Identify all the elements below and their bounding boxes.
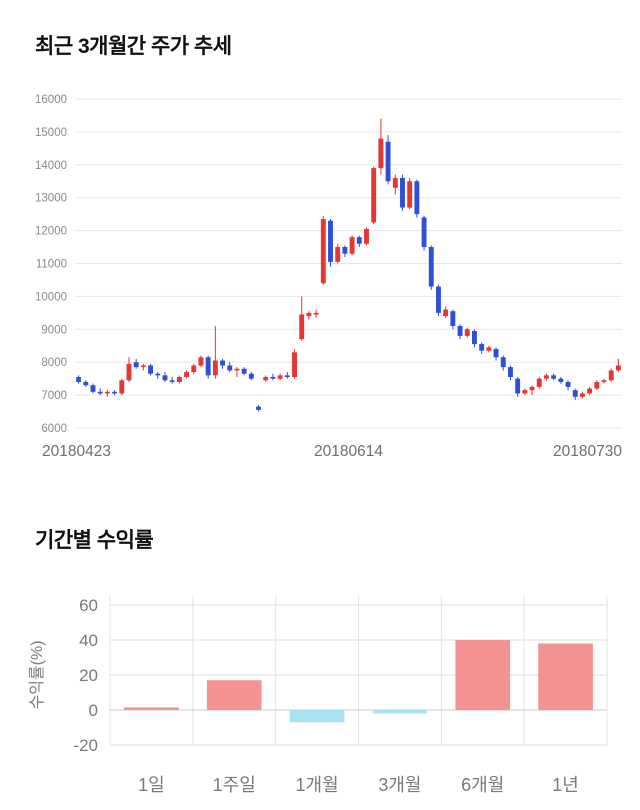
svg-text:20180614: 20180614 xyxy=(314,443,383,460)
svg-text:-20: -20 xyxy=(73,736,98,755)
svg-text:1주일: 1주일 xyxy=(213,775,256,795)
candles xyxy=(76,118,621,412)
price-chart-title: 최근 3개월간 주가 추세 xyxy=(35,35,232,58)
svg-text:15000: 15000 xyxy=(35,127,67,139)
svg-text:9000: 9000 xyxy=(41,324,67,336)
price-chart-x-labels: 20180423 20180614 20180730 xyxy=(42,443,622,460)
svg-text:11000: 11000 xyxy=(36,259,67,271)
svg-text:1년: 1년 xyxy=(552,775,579,795)
svg-text:20180423: 20180423 xyxy=(42,443,111,460)
returns-chart-svg: 60 40 20 0 -20 수익률(%) 1일 1주일 1개월 3개월 6개월 1년 xyxy=(28,596,608,795)
svg-text:7000: 7000 xyxy=(41,390,67,402)
svg-text:40: 40 xyxy=(79,631,98,650)
svg-text:60: 60 xyxy=(79,596,98,615)
svg-text:3개월: 3개월 xyxy=(378,775,421,795)
svg-text:1개월: 1개월 xyxy=(296,775,339,795)
returns-y-axis-label: 수익률(%) xyxy=(28,640,46,709)
svg-text:1일: 1일 xyxy=(138,775,165,795)
returns-chart-gridlines: 60 40 20 0 -20 xyxy=(73,596,608,755)
svg-text:0: 0 xyxy=(89,701,98,720)
return-bars: 1일 1주일 1개월 3개월 6개월 1년 xyxy=(124,640,593,795)
svg-text:12000: 12000 xyxy=(35,226,67,238)
price-chart-svg: 6000 7000 8000 9000 10000 11000 12000 13000 1400… xyxy=(35,94,622,460)
svg-text:8000: 8000 xyxy=(41,357,67,369)
svg-text:13000: 13000 xyxy=(35,193,67,205)
svg-text:20: 20 xyxy=(79,666,98,685)
period-returns-bar-chart: 60 40 20 0 -20 수익률(%) 1일 1주일 1개월 3개월 6개월 1년 xyxy=(0,585,640,800)
svg-text:6000: 6000 xyxy=(41,423,67,435)
returns-chart-title: 기간별 수익률 xyxy=(35,529,154,552)
price-candlestick-chart: 6000 7000 8000 9000 10000 11000 12000 13000 1400… xyxy=(0,85,640,465)
price-chart-gridlines: 6000 7000 8000 9000 10000 11000 12000 13000 1400… xyxy=(35,94,622,435)
svg-text:6개월: 6개월 xyxy=(461,775,504,795)
svg-text:10000: 10000 xyxy=(35,291,67,303)
svg-text:20180730: 20180730 xyxy=(553,443,622,460)
svg-text:14000: 14000 xyxy=(35,160,67,172)
svg-text:16000: 16000 xyxy=(35,94,67,106)
